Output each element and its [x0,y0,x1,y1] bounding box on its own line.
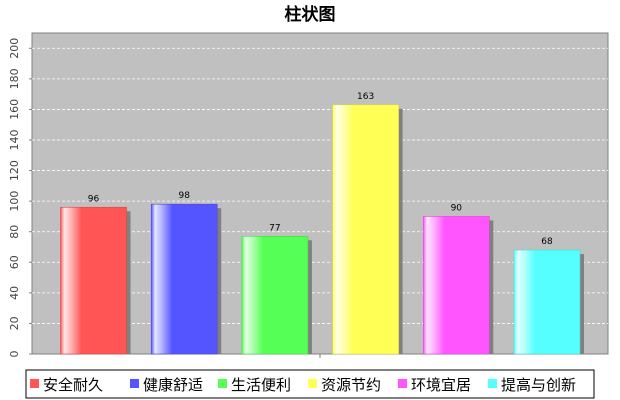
bar [422,216,490,355]
legend-swatch [130,379,139,388]
y-tick-label: 140 [8,130,21,151]
y-tick-label: 180 [8,68,21,89]
y-tick-label: 200 [8,38,21,59]
y-axis: 0 20 40 60 80 100 120 140 160 180 200 [8,38,321,358]
legend-swatch [308,379,317,388]
bar [60,206,127,355]
legend-swatch [218,379,227,388]
legend-swatch [30,379,39,388]
y-tick-label: 40 [8,286,21,300]
bar [150,203,218,355]
bar [241,236,309,355]
y-tick-label: 100 [8,191,21,212]
legend-label: 安全耐久 [43,376,103,394]
bar-data-label: 96 [88,194,100,204]
legend-label: 健康舒适 [143,376,203,394]
bar-data-label: 98 [178,191,190,201]
legend-label: 提高与创新 [501,376,576,394]
bar-data-label: 68 [541,237,553,247]
bar-data-label: 77 [269,223,280,233]
y-tick-label: 20 [8,316,21,330]
legend-label: 环境宜居 [411,376,471,394]
legend: 安全耐久 健康舒适 生活便利 资源节约 环境宜居 提高与创新 [25,369,595,399]
y-tick-label: 80 [8,225,21,239]
legend-swatch [398,379,407,388]
y-tick-label: 0 [8,351,21,358]
bar [513,249,581,355]
bars: 96 98 77 163 90 68 [60,92,584,355]
bar [332,104,399,355]
y-tick-label: 160 [8,99,21,120]
y-tick-label: 60 [8,255,21,269]
y-tick-label: 120 [8,160,21,181]
bar-data-label: 163 [357,92,374,102]
legend-swatch [488,379,497,388]
legend-label: 生活便利 [231,376,291,394]
bar-data-label: 90 [451,203,463,213]
chart-title: 柱状图 [285,4,336,25]
legend-label: 资源节约 [321,376,381,394]
